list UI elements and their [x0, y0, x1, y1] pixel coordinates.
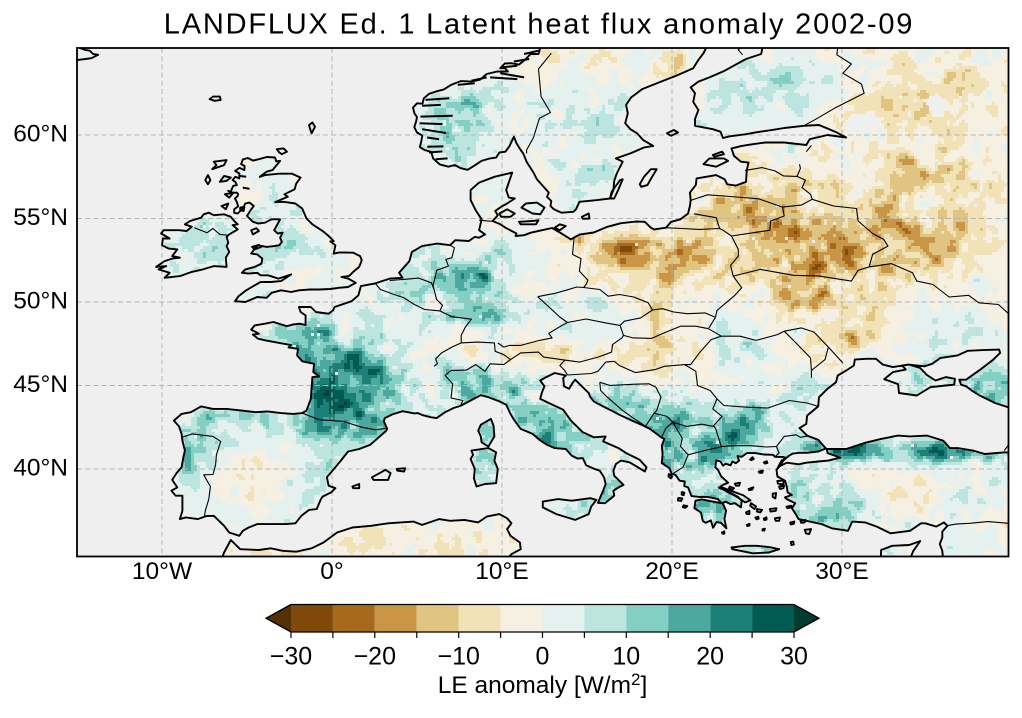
- svg-text:0°: 0°: [320, 558, 343, 585]
- svg-text:55°N: 55°N: [13, 204, 68, 231]
- svg-text:0: 0: [536, 643, 550, 671]
- svg-text:10: 10: [612, 643, 640, 671]
- svg-text:−10: −10: [437, 643, 479, 671]
- svg-text:40°N: 40°N: [13, 455, 68, 482]
- svg-text:−30: −30: [270, 643, 312, 671]
- svg-text:10°E: 10°E: [475, 558, 528, 585]
- svg-text:60°N: 60°N: [13, 121, 68, 148]
- svg-text:LANDFLUX Ed. 1 Latent heat flu: LANDFLUX Ed. 1 Latent heat flux anomaly …: [164, 9, 914, 41]
- svg-text:30: 30: [780, 643, 808, 671]
- svg-text:−20: −20: [354, 643, 396, 671]
- svg-text:30°E: 30°E: [815, 558, 868, 585]
- svg-text:50°N: 50°N: [13, 288, 68, 315]
- svg-text:10°W: 10°W: [132, 558, 193, 585]
- svg-text:45°N: 45°N: [13, 371, 68, 398]
- svg-text:20: 20: [696, 643, 724, 671]
- svg-text:20°E: 20°E: [645, 558, 698, 585]
- svg-text:LE anomaly [W/m2]: LE anomaly [W/m2]: [438, 670, 648, 699]
